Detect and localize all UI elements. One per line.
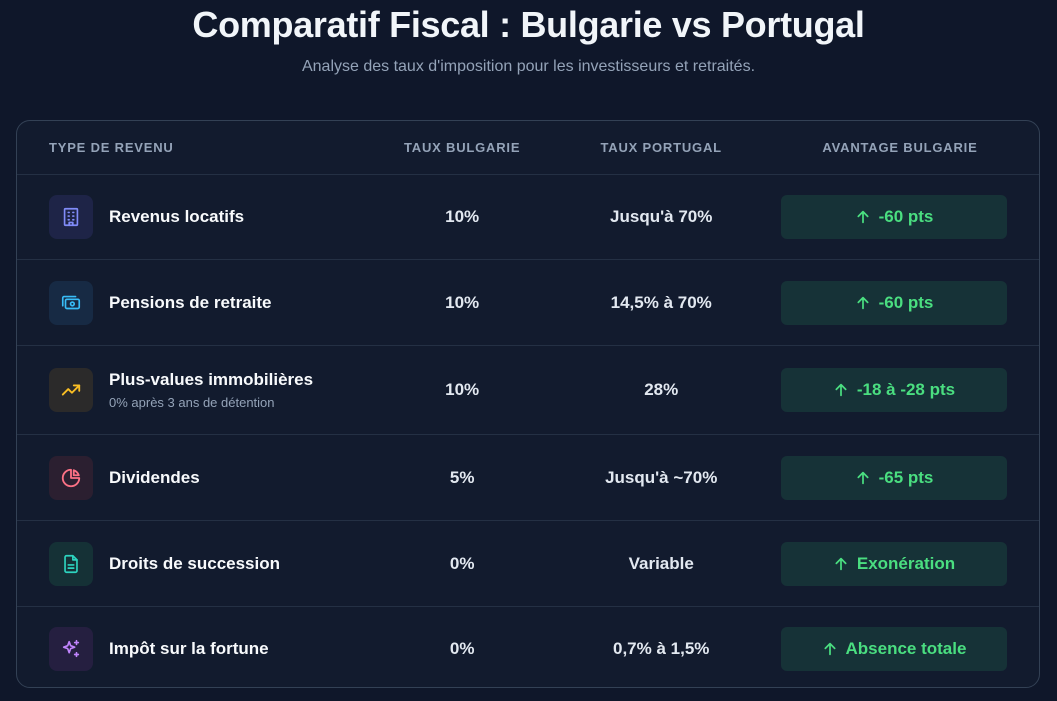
row-note: 0% après 3 ans de détention (109, 395, 275, 410)
advantage-value: Exonération (856, 553, 956, 573)
building-icon (49, 195, 93, 239)
bulgaria-rate: 10% (445, 207, 480, 226)
advantage-badge: Exonération (780, 541, 1007, 586)
advantage-value: -65 pts (878, 467, 934, 487)
advantage-value: Absence totale (845, 639, 967, 658)
row-label: Pensions de retraite (109, 292, 272, 312)
bulgaria-rate: 10% (445, 292, 480, 312)
column-header-bulgaria: TAUX BULGARIE (403, 140, 521, 155)
portugal-rate: 14,5% à 70% (610, 292, 712, 312)
advantage-badge: -60 pts (780, 280, 1007, 325)
table-row: Droits de succession 0% Variable Exonéra… (17, 521, 1039, 607)
trend-up-icon (49, 368, 93, 412)
comparison-table: TYPE DE REVENU TAUX BULGARIE TAUX PORTUG… (16, 120, 1040, 688)
table-row: Plus-values immobilières 0% après 3 ans … (17, 346, 1039, 435)
row-label: Dividendes (109, 467, 200, 487)
advantage-badge: Absence totale (780, 627, 1007, 671)
row-label: Plus-values immobilières (109, 370, 314, 389)
table-header: TYPE DE REVENU TAUX BULGARIE TAUX PORTUG… (17, 121, 1039, 175)
table-row: Dividendes 5% Jusqu'à ~70% -65 pts (17, 435, 1039, 521)
advantage-value: -60 pts (878, 207, 934, 226)
table-row: Pensions de retraite 10% 14,5% à 70% -60… (17, 260, 1039, 346)
pie-chart-icon (49, 455, 93, 500)
arrow-up-icon (857, 471, 869, 484)
document-icon (49, 541, 93, 586)
column-header-portugal: TAUX PORTUGAL (600, 140, 722, 155)
portugal-rate: Jusqu'à 70% (610, 207, 713, 226)
page-subtitle: Analyse des taux d'imposition pour les i… (301, 58, 756, 75)
table-row: Revenus locatifs 10% Jusqu'à 70% -60 pts (17, 175, 1039, 260)
advantage-badge: -18 à -28 pts (780, 368, 1007, 412)
arrow-up-icon (835, 383, 847, 397)
column-header-type: TYPE DE REVENU (49, 140, 174, 155)
page-header: Comparatif Fiscal : Bulgarie vs Portugal… (0, 0, 1057, 76)
advantage-badge: -60 pts (780, 195, 1007, 239)
table-row: Impôt sur la fortune 0% 0,7% à 1,5% Abse… (17, 607, 1039, 687)
row-label: Revenus locatifs (109, 207, 245, 226)
portugal-rate: Variable (628, 553, 694, 573)
advantage-value: -18 à -28 pts (856, 380, 956, 399)
bulgaria-rate: 0% (449, 553, 475, 573)
money-icon (49, 280, 93, 325)
arrow-up-icon (835, 557, 847, 570)
page-title: Comparatif Fiscal : Bulgarie vs Portugal (192, 4, 865, 45)
advantage-value: -60 pts (878, 292, 934, 312)
portugal-rate: Jusqu'à ~70% (605, 467, 718, 487)
arrow-up-icon (823, 642, 836, 656)
arrow-up-icon (857, 210, 869, 224)
bulgaria-rate: 5% (449, 467, 475, 487)
portugal-rate: 0,7% à 1,5% (613, 639, 710, 658)
advantage-badge: -65 pts (780, 455, 1007, 500)
portugal-rate: 28% (644, 380, 679, 399)
arrow-up-icon (857, 296, 869, 309)
bulgaria-rate: 0% (449, 639, 475, 658)
row-label: Impôt sur la fortune (109, 639, 269, 658)
row-label: Droits de succession (109, 553, 281, 573)
bulgaria-rate: 10% (445, 380, 480, 399)
column-header-advantage: AVANTAGE BULGARIE (822, 140, 978, 155)
sparkles-icon (49, 627, 93, 671)
